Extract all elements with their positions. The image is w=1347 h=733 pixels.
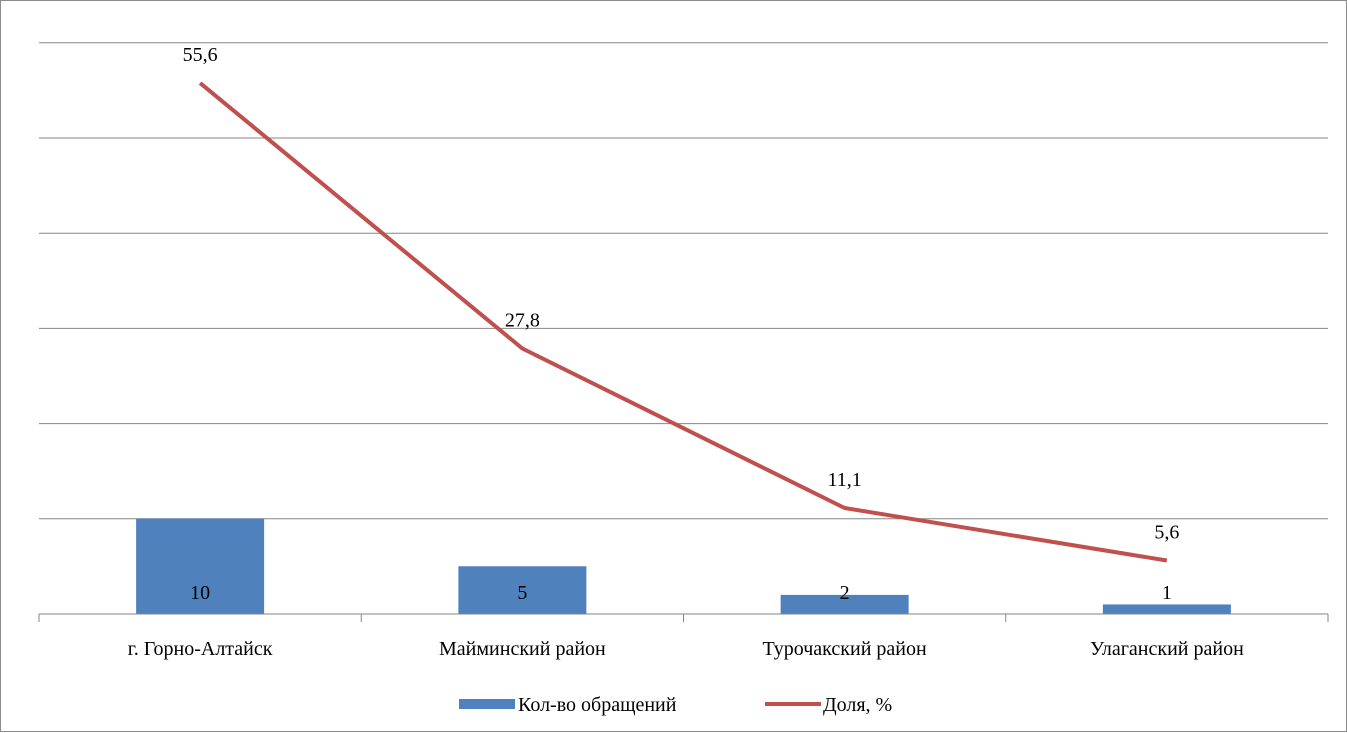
- line-value-label: 55,6: [183, 44, 218, 66]
- bar-value-label: 10: [190, 582, 210, 604]
- line-value-label: 11,1: [827, 469, 861, 491]
- x-tick-label: г. Горно-Алтайск: [128, 638, 273, 660]
- data-labels: 10 5 2 1 55,6 27,8 11,1 5,6: [183, 44, 1180, 604]
- x-tick-label: Майминский район: [439, 638, 606, 660]
- bar-value-label: 5: [517, 582, 527, 604]
- line-path: [200, 83, 1167, 561]
- bar-value-label: 2: [840, 582, 850, 604]
- x-tick-label: Улаганский район: [1090, 638, 1244, 660]
- legend-label-bars: Кол-во обращений: [518, 694, 677, 716]
- bar: [1103, 604, 1231, 614]
- line-value-label: 5,6: [1154, 522, 1179, 544]
- line-value-label: 27,8: [505, 310, 540, 332]
- legend: Кол-во обращений Доля, %: [459, 694, 892, 716]
- bar-value-label: 1: [1162, 582, 1172, 604]
- line-series: [200, 83, 1167, 561]
- gridlines: [39, 43, 1328, 519]
- legend-label-line: Доля, %: [823, 694, 892, 716]
- x-tick-label: Турочакский район: [763, 638, 927, 660]
- legend-swatch-bars: [459, 699, 515, 709]
- x-axis: г. Горно-Алтайск Майминский район Турочакс…: [39, 614, 1328, 660]
- bars: [136, 519, 1231, 615]
